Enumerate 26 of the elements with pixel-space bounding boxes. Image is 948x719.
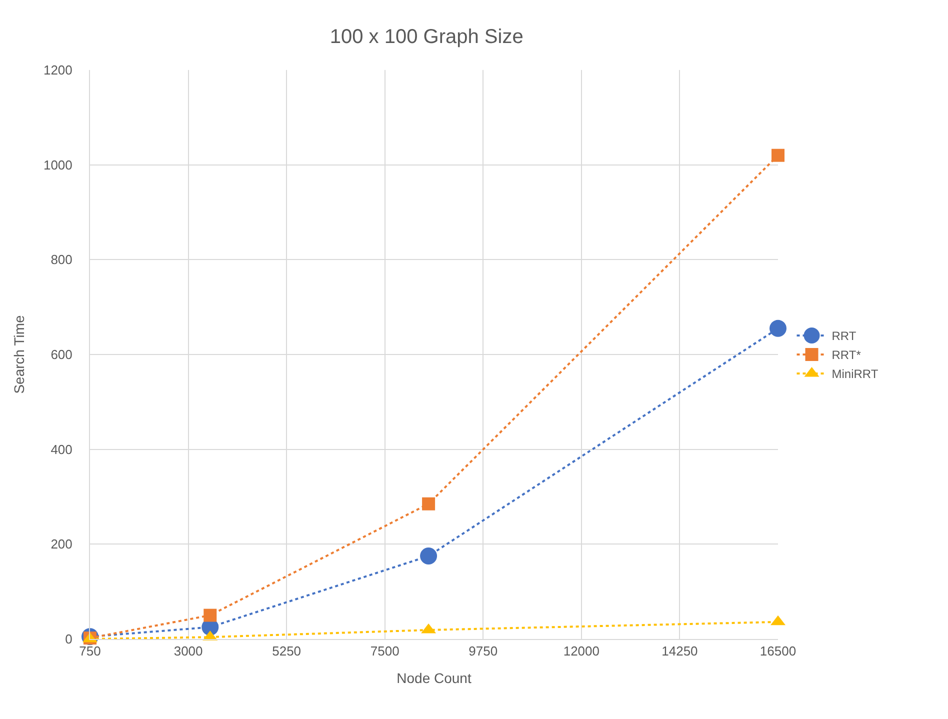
y-tick-label: 800 [50, 252, 72, 268]
x-tick-label: 9750 [468, 644, 498, 659]
point [422, 497, 436, 510]
x-tick-label: 16500 [760, 644, 796, 659]
point [420, 548, 438, 565]
legend-label: MiniRRT [832, 367, 879, 382]
y-tick-label: 200 [50, 536, 72, 552]
x-axis-title: Node Count [396, 670, 472, 686]
x-tick-label: 7500 [370, 644, 400, 659]
y-tick-label: 0 [65, 632, 72, 647]
y-axis-title: Search Time [11, 314, 28, 394]
legend-label: RRT [832, 329, 857, 344]
point [772, 148, 784, 162]
y-tick-label: 1200 [43, 62, 72, 78]
legend-label: RRT* [832, 348, 862, 362]
point [770, 320, 786, 337]
x-tick-label: 750 [79, 644, 101, 659]
chart-title: 100 x 100 Graph Size [330, 26, 524, 48]
y-tick-label: 600 [50, 347, 72, 362]
x-tick-label: 12000 [563, 644, 600, 659]
point [204, 608, 217, 622]
x-tick-label: 14250 [662, 644, 698, 659]
y-tick-label: 1000 [43, 157, 72, 172]
y-tick-label: 400 [50, 442, 72, 457]
x-tick-label: 3000 [174, 644, 203, 659]
x-tick-label: 5250 [272, 644, 302, 659]
